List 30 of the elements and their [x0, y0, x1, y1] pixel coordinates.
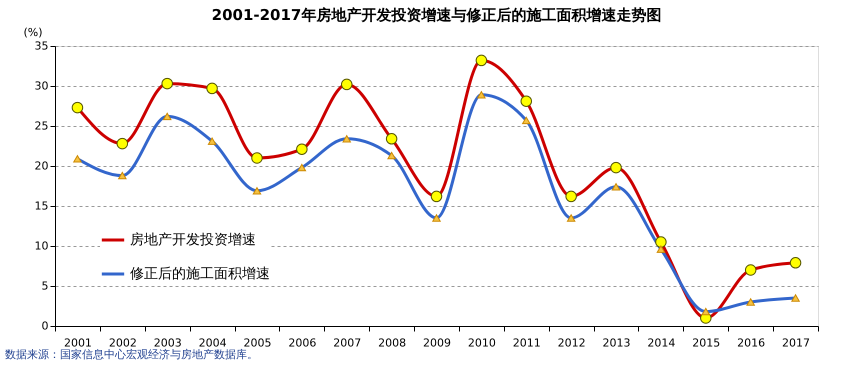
x-tick-label: 2007 [333, 336, 362, 350]
x-tick-label: 2006 [288, 336, 316, 350]
y-tick-label: 20 [34, 160, 48, 172]
x-tick-label: 2002 [108, 336, 137, 350]
x-tick-label: 2015 [692, 336, 720, 350]
y-axis-title: (%) [23, 26, 43, 39]
x-tick-label: 2005 [243, 336, 272, 350]
legend-label: 房地产开发投资增速 [130, 232, 256, 248]
y-tick-label: 30 [34, 80, 48, 92]
x-tick-label: 2010 [468, 336, 496, 350]
source-note: 数据来源：国家信息中心宏观经济与房地产数据库。 [5, 348, 258, 361]
x-tick-label: 2011 [512, 336, 541, 350]
x-tick-label: 2012 [558, 336, 586, 350]
y-tick-label: 25 [34, 120, 48, 132]
y-tick-label: 0 [42, 320, 48, 332]
x-tick-label: 2013 [602, 336, 631, 350]
x-tick-label: 2001 [64, 336, 92, 350]
chart-title: 2001-2017年房地产开发投资增速与修正后的施工面积增速走势图 [212, 6, 662, 24]
y-tick-label: 15 [34, 200, 48, 212]
y-tick-label: 10 [34, 240, 48, 252]
x-tick-label: 2014 [647, 336, 676, 350]
x-tick-label: 2008 [378, 336, 406, 350]
x-tick-label: 2017 [782, 336, 810, 350]
x-tick-label: 2016 [737, 336, 766, 350]
x-tick-label: 2003 [154, 336, 182, 350]
x-tick-label: 2004 [198, 336, 227, 350]
legend-label: 修正后的施工面积增速 [130, 266, 270, 282]
x-tick-label: 2009 [423, 336, 451, 350]
y-tick-label: 35 [34, 40, 48, 52]
y-tick-label: 5 [42, 280, 48, 292]
